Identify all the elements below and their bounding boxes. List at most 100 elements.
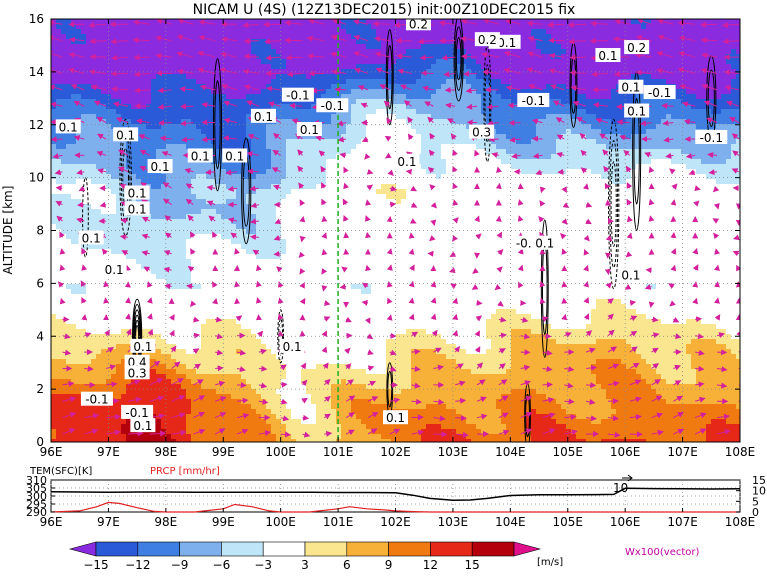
- field-cell: [216, 64, 222, 70]
- field-cell: [466, 59, 472, 65]
- field-cell: [666, 24, 672, 30]
- field-cell: [381, 64, 387, 70]
- field-cell: [591, 129, 597, 135]
- field-cell: [531, 24, 537, 30]
- field-cell: [591, 29, 597, 35]
- field-cell: [196, 54, 202, 60]
- field-cell: [266, 54, 272, 60]
- field-cell: [601, 94, 607, 100]
- field-cell: [586, 114, 592, 120]
- field-cell: [696, 24, 702, 30]
- field-cell: [471, 154, 477, 160]
- field-cell: [286, 174, 292, 180]
- field-cell: [551, 129, 557, 135]
- field-cell: [161, 64, 167, 70]
- chart-title: NICAM U (4S) (12Z13DEC2015) init:00Z10DE…: [193, 2, 576, 18]
- field-cell: [261, 154, 267, 160]
- field-cell: [691, 149, 697, 155]
- field-cell: [641, 64, 647, 70]
- field-cell: [341, 114, 347, 120]
- field-cell: [446, 169, 452, 175]
- field-cell: [326, 164, 332, 170]
- field-cell: [671, 154, 677, 160]
- field-cell: [496, 139, 502, 145]
- field-cell: [441, 189, 447, 195]
- field-cell: [221, 74, 227, 80]
- field-cell: [91, 94, 97, 100]
- field-cell: [646, 59, 652, 65]
- field-cell: [541, 34, 547, 40]
- field-cell: [321, 19, 327, 25]
- field-cell: [321, 114, 327, 120]
- field-cell: [166, 44, 172, 50]
- field-cell: [146, 124, 152, 130]
- field-cell: [721, 124, 727, 130]
- field-cell: [331, 59, 337, 65]
- field-cell: [661, 134, 667, 140]
- field-cell: [136, 49, 142, 55]
- field-cell: [666, 59, 672, 65]
- field-cell: [426, 44, 432, 50]
- field-cell: [686, 74, 692, 80]
- field-cell: [81, 199, 87, 205]
- field-cell: [191, 59, 197, 65]
- field-cell: [556, 194, 562, 200]
- field-cell: [461, 134, 467, 140]
- field-cell: [111, 154, 117, 160]
- field-cell: [381, 44, 387, 50]
- field-cell: [186, 94, 192, 100]
- field-cell: [531, 124, 537, 130]
- field-cell: [421, 29, 427, 35]
- field-cell: [401, 24, 407, 30]
- field-cell: [501, 84, 507, 90]
- field-cell: [261, 74, 267, 80]
- field-cell: [386, 129, 392, 135]
- field-cell: [601, 154, 607, 160]
- field-cell: [696, 179, 702, 185]
- field-cell: [586, 139, 592, 145]
- field-cell: [156, 44, 162, 50]
- field-cell: [226, 139, 232, 145]
- field-cell: [86, 134, 92, 140]
- field-cell: [306, 84, 312, 90]
- field-cell: [471, 69, 477, 75]
- field-cell: [486, 99, 492, 105]
- field-cell: [171, 24, 177, 30]
- field-cell: [346, 49, 352, 55]
- field-cell: [551, 44, 557, 50]
- field-cell: [651, 34, 657, 40]
- field-cell: [326, 39, 332, 45]
- field-cell: [366, 149, 372, 155]
- field-cell: [131, 104, 137, 110]
- field-cell: [366, 19, 372, 25]
- field-cell: [321, 74, 327, 80]
- field-cell: [486, 149, 492, 155]
- field-cell: [446, 189, 452, 195]
- field-cell: [421, 169, 427, 175]
- field-cell: [231, 89, 237, 95]
- field-cell: [676, 194, 682, 200]
- field-cell: [421, 99, 427, 105]
- field-cell: [366, 64, 372, 70]
- field-cell: [406, 74, 412, 80]
- field-cell: [171, 104, 177, 110]
- field-cell: [201, 184, 207, 190]
- field-cell: [236, 174, 242, 180]
- field-cell: [311, 114, 317, 120]
- field-cell: [251, 64, 257, 70]
- field-cell: [156, 124, 162, 130]
- field-cell: [66, 64, 72, 70]
- field-cell: [96, 74, 102, 80]
- field-cell: [491, 164, 497, 170]
- field-cell: [561, 79, 567, 85]
- field-cell: [276, 69, 282, 75]
- field-cell: [346, 64, 352, 70]
- field-cell: [116, 74, 122, 80]
- field-cell: [596, 184, 602, 190]
- field-cell: [691, 44, 697, 50]
- field-cell: [181, 89, 187, 95]
- field-cell: [431, 129, 437, 135]
- field-cell: [351, 64, 357, 70]
- field-cell: [51, 89, 57, 95]
- field-cell: [431, 174, 437, 180]
